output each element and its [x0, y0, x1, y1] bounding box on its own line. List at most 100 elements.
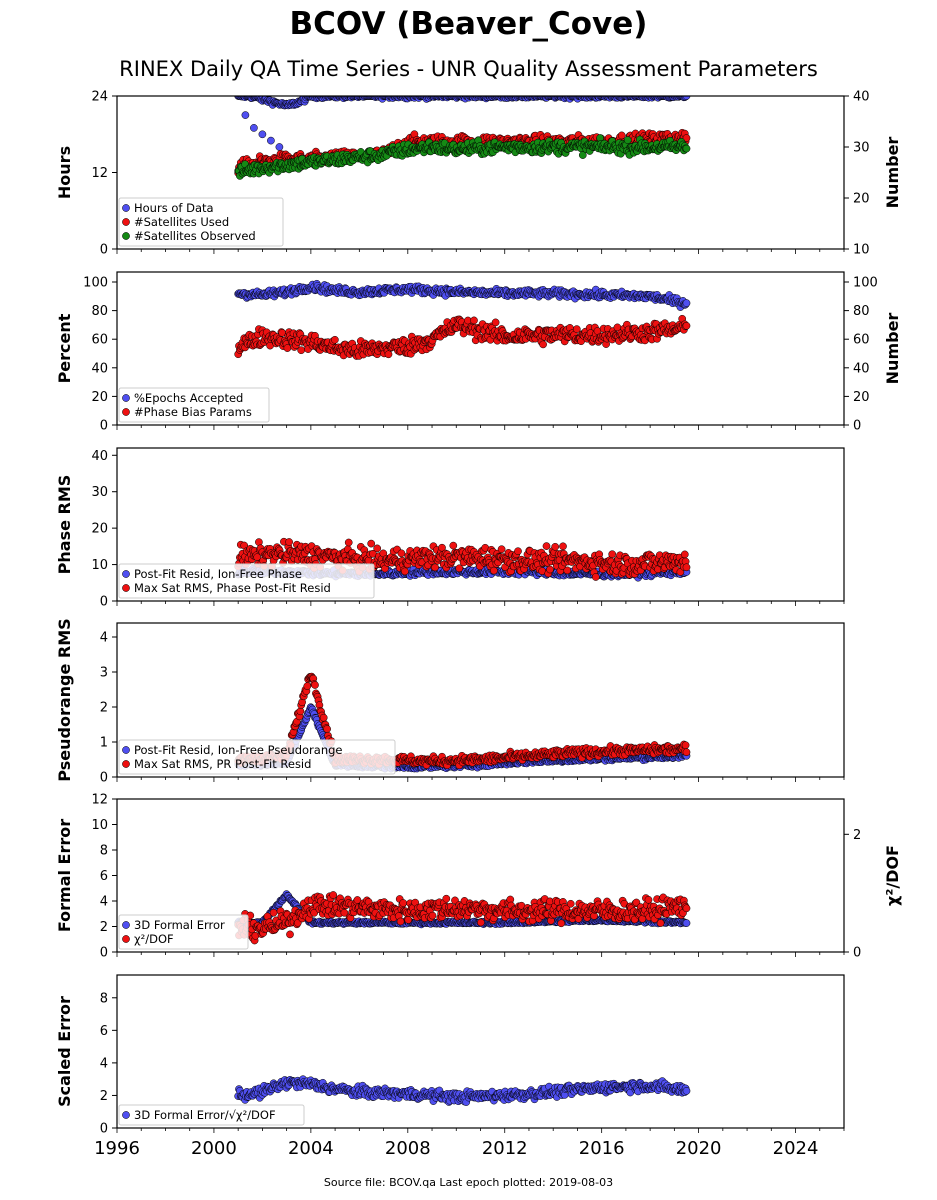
data-point: [285, 538, 293, 546]
y-tick-label: 30: [91, 485, 108, 500]
legend-marker: [122, 746, 130, 754]
y-tick-label: 100: [83, 276, 108, 291]
data-point: [367, 539, 376, 548]
y-right-tick-label: 60: [853, 333, 870, 348]
data-point: [373, 544, 382, 553]
data-point: [682, 563, 691, 572]
y-axis-label: Percent: [55, 313, 74, 383]
legend-marker: [122, 232, 130, 240]
data-point: [563, 566, 572, 575]
series--epochs-accepted: [234, 279, 691, 311]
data-point: [542, 542, 551, 550]
data-point: [258, 130, 267, 139]
legend-marker: [122, 394, 130, 402]
data-point: [431, 563, 439, 572]
data-point: [311, 681, 319, 689]
data-point: [497, 545, 506, 554]
legend-entry: #Satellites Used: [134, 215, 229, 229]
y-right-tick-label: 100: [853, 276, 878, 291]
y-tick-label: 2: [100, 701, 108, 716]
y-tick-label: 40: [91, 361, 108, 376]
data-point: [572, 325, 581, 333]
y-axis-label-right: Number: [883, 137, 902, 209]
y-right-tick-label: 30: [853, 141, 870, 156]
y-right-tick-label: 40: [853, 361, 870, 376]
legend-marker: [122, 760, 130, 768]
data-point: [551, 542, 560, 551]
data-point: [319, 713, 328, 722]
data-point: [559, 542, 567, 551]
legend-box: [118, 739, 396, 775]
series-hours-of-data: [234, 96, 691, 170]
data-point: [455, 564, 464, 573]
data-point: [297, 346, 306, 355]
legend-entry: Post-Fit Resid, Ion-Free Phase: [134, 567, 302, 581]
data-point: [267, 136, 275, 145]
y-right-tick-label: 80: [853, 304, 870, 319]
y-tick-label: 10: [91, 558, 108, 573]
legend-box: [118, 387, 270, 423]
y-right-tick-label: 20: [853, 192, 870, 207]
panel-1-points: [234, 96, 691, 180]
data-point: [331, 335, 339, 344]
y-tick-label: 0: [100, 771, 108, 786]
legend-entry: %Epochs Accepted: [134, 391, 243, 405]
y-tick-label: 0: [100, 595, 108, 610]
legend-marker: [122, 204, 130, 212]
data-point: [241, 111, 250, 119]
legend-box: [118, 563, 375, 599]
chart-title: BCOV (Beaver_Cove): [289, 6, 648, 42]
legend-entry: Max Sat RMS, PR Post-Fit Resid: [134, 757, 311, 771]
data-point: [401, 567, 409, 576]
data-point: [384, 350, 393, 359]
data-point: [591, 573, 600, 581]
legend-marker: [122, 584, 130, 592]
legend-marker: [122, 570, 130, 578]
y-axis-label: Phase RMS: [55, 475, 74, 575]
y-right-tick-label: 0: [853, 419, 861, 434]
y-tick-label: 20: [91, 390, 108, 405]
y-tick-label: 12: [91, 166, 108, 181]
legend-entry: Hours of Data: [134, 201, 214, 215]
y-tick-label: 0: [100, 419, 108, 434]
y-tick-label: 20: [91, 522, 108, 537]
panel-3: 0 10 20 30 40 Phase RMS Post-Fit Resid, Ion-Fr…: [55, 447, 845, 610]
legend-box: [118, 197, 284, 247]
y-axis-label: Hours: [55, 146, 74, 199]
data-point: [250, 124, 258, 132]
y-tick-label: 80: [91, 304, 108, 319]
y-tick-label: 40: [91, 449, 108, 464]
y-tick-label: 24: [91, 90, 108, 105]
data-point: [323, 725, 331, 733]
data-point: [578, 151, 587, 159]
chart-subtitle: RINEX Daily QA Time Series - UNR Quality…: [119, 57, 818, 81]
y-tick-label: 3: [100, 666, 108, 681]
data-point: [491, 318, 500, 327]
data-point: [682, 748, 691, 757]
data-point: [546, 565, 554, 574]
legend-entry: Post-Fit Resid, Ion-Free Pseudorange: [134, 743, 342, 757]
data-point: [680, 550, 689, 559]
y-tick-label: 60: [91, 333, 108, 348]
data-point: [303, 682, 312, 690]
y-axis-label: Pseudorange RMS: [55, 618, 74, 781]
legend-marker: [122, 408, 130, 416]
data-point: [275, 143, 284, 151]
panel-5-points: [234, 890, 691, 945]
y-tick-label: 0: [100, 243, 108, 258]
data-point: [539, 340, 547, 349]
data-point: [682, 321, 691, 330]
data-point: [682, 144, 691, 153]
y-right-tick-label: 10: [853, 243, 870, 258]
series--phase-bias-params: [234, 314, 691, 360]
legend-entry: #Satellites Observed: [134, 229, 256, 243]
y-right-tick-label: 40: [853, 90, 870, 105]
data-point: [608, 550, 617, 559]
data-point: [617, 131, 626, 140]
y-tick-label: 4: [100, 631, 108, 646]
